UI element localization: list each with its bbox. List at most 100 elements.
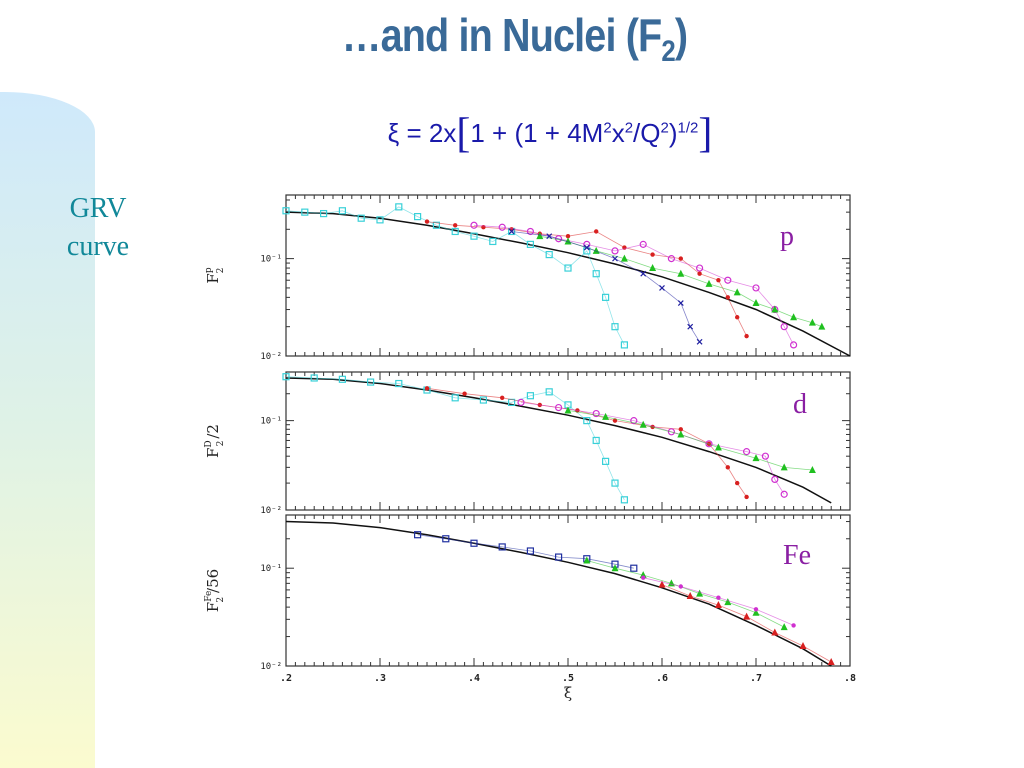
data-point: [611, 323, 619, 331]
y-axis-label-sup: p: [204, 267, 214, 273]
data-series: [424, 219, 749, 339]
data-series: [583, 556, 788, 631]
data-point: [526, 392, 535, 400]
y-tick-label: 10⁻²: [260, 352, 282, 362]
data-point: [705, 279, 713, 287]
data-point: [696, 589, 704, 597]
panel-tag-d: d: [793, 389, 807, 420]
data-point: [791, 623, 796, 628]
data-point: [592, 436, 600, 445]
data-point: [620, 254, 628, 262]
data-point: [583, 417, 591, 425]
data-point: [498, 543, 506, 551]
data-point: [714, 601, 722, 609]
data-point: [554, 403, 563, 412]
data-point: [790, 313, 798, 321]
data-point: [752, 299, 760, 307]
formula-x: x: [611, 118, 625, 148]
data-point: [752, 608, 760, 616]
formula-q: /Q: [633, 118, 661, 148]
data-point: [771, 628, 779, 636]
data-point: [282, 207, 290, 215]
data-point: [451, 394, 459, 402]
data-point: [649, 264, 657, 272]
data-point: [744, 333, 749, 339]
data-point: [640, 270, 647, 277]
data-point: [724, 598, 732, 606]
data-point: [678, 427, 683, 432]
data-point: [705, 440, 713, 448]
data-series: [424, 386, 749, 500]
formula-sup-x: 2: [624, 119, 634, 137]
data-point: [602, 412, 610, 420]
data-point: [808, 318, 816, 326]
data-point: [526, 240, 535, 248]
data-point: [725, 295, 730, 300]
data-point: [733, 288, 741, 296]
formula-sup-m: 2: [603, 119, 612, 137]
data-point: [395, 203, 403, 211]
data-point: [453, 223, 458, 228]
grv-label-line-1: GRV: [69, 193, 127, 224]
title-text: …and in Nuclei (F: [341, 9, 662, 61]
y-axis-label: FD 2/2: [204, 424, 226, 458]
data-series: [658, 580, 835, 665]
y-axis-label-main: F: [204, 602, 222, 612]
data-point: [696, 338, 703, 345]
data-point: [564, 264, 572, 272]
data-point: [601, 293, 610, 301]
data-point: [612, 418, 618, 423]
x-axis-label: ξ: [564, 684, 572, 702]
data-point: [620, 341, 629, 349]
x-tick-label: .3: [374, 673, 386, 684]
xi-formula: ξ = 2x[1 + (1 + 4M2x2/Q2)1/2]: [0, 110, 1024, 158]
data-point: [583, 556, 591, 564]
data-point: [771, 475, 779, 483]
data-point: [601, 457, 610, 465]
formula-lhs: ξ = 2x: [387, 118, 457, 148]
grv-curve-label: GRV curve: [48, 190, 148, 266]
formula-rparen: ): [668, 118, 678, 148]
panel-tag-p: p: [780, 221, 794, 252]
data-point: [320, 209, 328, 218]
data-series: [470, 221, 798, 349]
data-point: [611, 479, 619, 487]
data-point: [744, 494, 749, 500]
data-point: [395, 379, 403, 388]
series-trace: [426, 387, 747, 498]
panel-p: 10⁻¹10⁻²Fp 2p: [204, 194, 851, 362]
data-point: [301, 208, 309, 216]
data-point: [338, 375, 346, 383]
x-tick-label: .5: [562, 673, 574, 684]
data-point: [678, 584, 683, 589]
data-point: [725, 465, 730, 470]
x-tick-label: .2: [280, 673, 292, 684]
data-point: [583, 244, 590, 251]
data-point: [536, 232, 544, 240]
data-point: [780, 463, 788, 471]
data-point: [479, 396, 487, 404]
slide-title: …and in Nuclei (F2): [74, 8, 955, 69]
data-point: [620, 496, 629, 504]
data-point: [678, 256, 683, 261]
data-point: [735, 315, 740, 320]
data-point: [564, 406, 572, 414]
data-point: [546, 233, 553, 240]
y-tick-label: 10⁻²: [260, 506, 282, 516]
data-point: [470, 221, 478, 229]
data-point: [565, 233, 571, 239]
data-series: [282, 373, 629, 504]
panel-frame: [285, 371, 851, 511]
data-point: [641, 575, 646, 580]
data-point: [526, 547, 535, 555]
data-point: [658, 580, 666, 588]
data-point: [686, 591, 694, 599]
data-point: [545, 388, 553, 396]
data-point: [650, 252, 655, 257]
data-point: [489, 237, 497, 246]
grv-curve: [285, 377, 832, 504]
data-point: [695, 264, 704, 272]
x-tick-label: .7: [750, 673, 762, 684]
